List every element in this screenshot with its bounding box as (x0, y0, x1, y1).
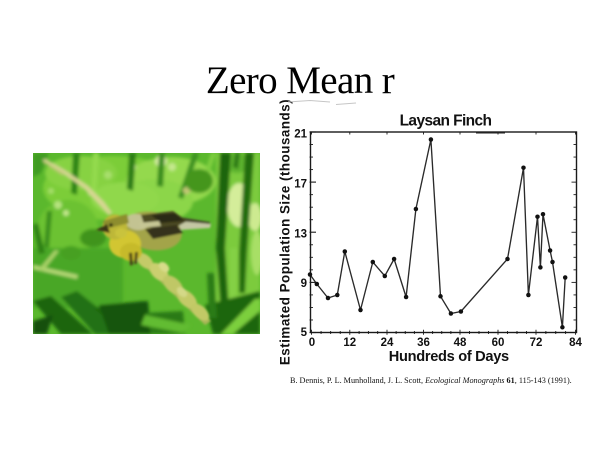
svg-text:72: 72 (530, 337, 543, 349)
svg-text:Estimated Population Size (tho: Estimated Population Size (thousands) (278, 99, 293, 365)
svg-text:48: 48 (454, 337, 467, 349)
svg-text:5: 5 (301, 327, 308, 339)
svg-text:0: 0 (309, 337, 315, 349)
svg-text:9: 9 (301, 278, 307, 290)
svg-text:36: 36 (417, 337, 430, 349)
svg-text:24: 24 (381, 337, 394, 349)
svg-text:13: 13 (294, 228, 307, 240)
svg-text:12: 12 (343, 337, 356, 349)
svg-text:60: 60 (492, 337, 505, 349)
svg-text:17: 17 (294, 178, 307, 190)
svg-text:84: 84 (569, 337, 582, 349)
svg-text:Hundreds of Days: Hundreds of Days (389, 349, 509, 365)
svg-text:21: 21 (294, 128, 307, 140)
svg-text:Laysan Finch: Laysan Finch (400, 112, 492, 129)
